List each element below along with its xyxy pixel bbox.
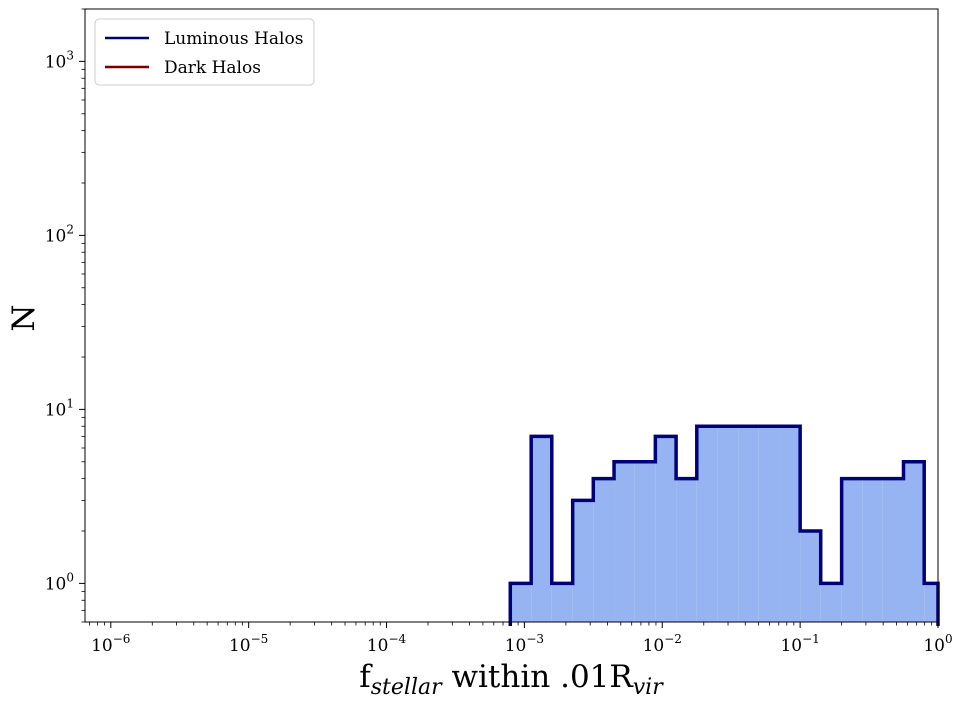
x-tick-label: 10−4 <box>367 632 407 656</box>
histogram-bar <box>531 436 552 622</box>
x-axis-label: fstellar within .01Rvir <box>359 659 664 700</box>
y-tick-label: 102 <box>45 222 74 246</box>
luminous-halos-outline <box>508 424 940 626</box>
histogram-bar <box>510 583 532 622</box>
axes-frame <box>84 8 939 623</box>
y-tick-label: 103 <box>45 48 74 72</box>
histogram-bar <box>551 583 573 622</box>
y-tick-label: 100 <box>45 570 74 594</box>
histogram-bar <box>593 478 615 622</box>
legend-box <box>94 18 315 86</box>
legend-label-dark-halos: Dark Halos <box>164 58 261 78</box>
histogram-bar <box>614 461 635 622</box>
histogram-bar <box>696 426 718 622</box>
x-tick-label: 100 <box>923 632 952 656</box>
histogram-bar <box>779 426 801 622</box>
x-tick-label: 10−1 <box>780 632 819 656</box>
y-axis-label: N <box>6 304 42 331</box>
histogram-bar <box>841 478 863 622</box>
histogram-bar <box>758 426 780 622</box>
histogram-bar <box>738 426 759 622</box>
x-tick-label: 10−5 <box>229 632 268 656</box>
histogram-bar <box>820 583 842 622</box>
histogram-bar <box>717 426 739 622</box>
histogram-bar <box>655 436 677 622</box>
x-tick-label: 10−6 <box>91 632 130 656</box>
y-axis-ticks: 100 101 102 103 <box>45 8 85 623</box>
histogram-bar <box>924 583 938 622</box>
plot-area <box>508 424 940 626</box>
histogram-bar <box>634 461 656 622</box>
legend: Luminous Halos Dark Halos <box>94 18 315 86</box>
x-axis-ticks: 10−6 10−5 10−4 10−3 10−2 10−1 100 <box>89 622 953 656</box>
x-tick-label: 10−3 <box>505 632 544 656</box>
histogram-bar <box>862 478 883 622</box>
histogram-bar <box>882 478 904 622</box>
histogram-bar <box>903 461 925 622</box>
histogram-bar <box>676 478 697 622</box>
histogram-bars <box>510 426 938 622</box>
legend-label-luminous-halos: Luminous Halos <box>164 29 303 49</box>
histogram-bar <box>800 531 821 622</box>
y-tick-label: 101 <box>45 396 74 420</box>
histogram-bar <box>572 500 594 622</box>
x-tick-label: 10−2 <box>643 632 682 656</box>
